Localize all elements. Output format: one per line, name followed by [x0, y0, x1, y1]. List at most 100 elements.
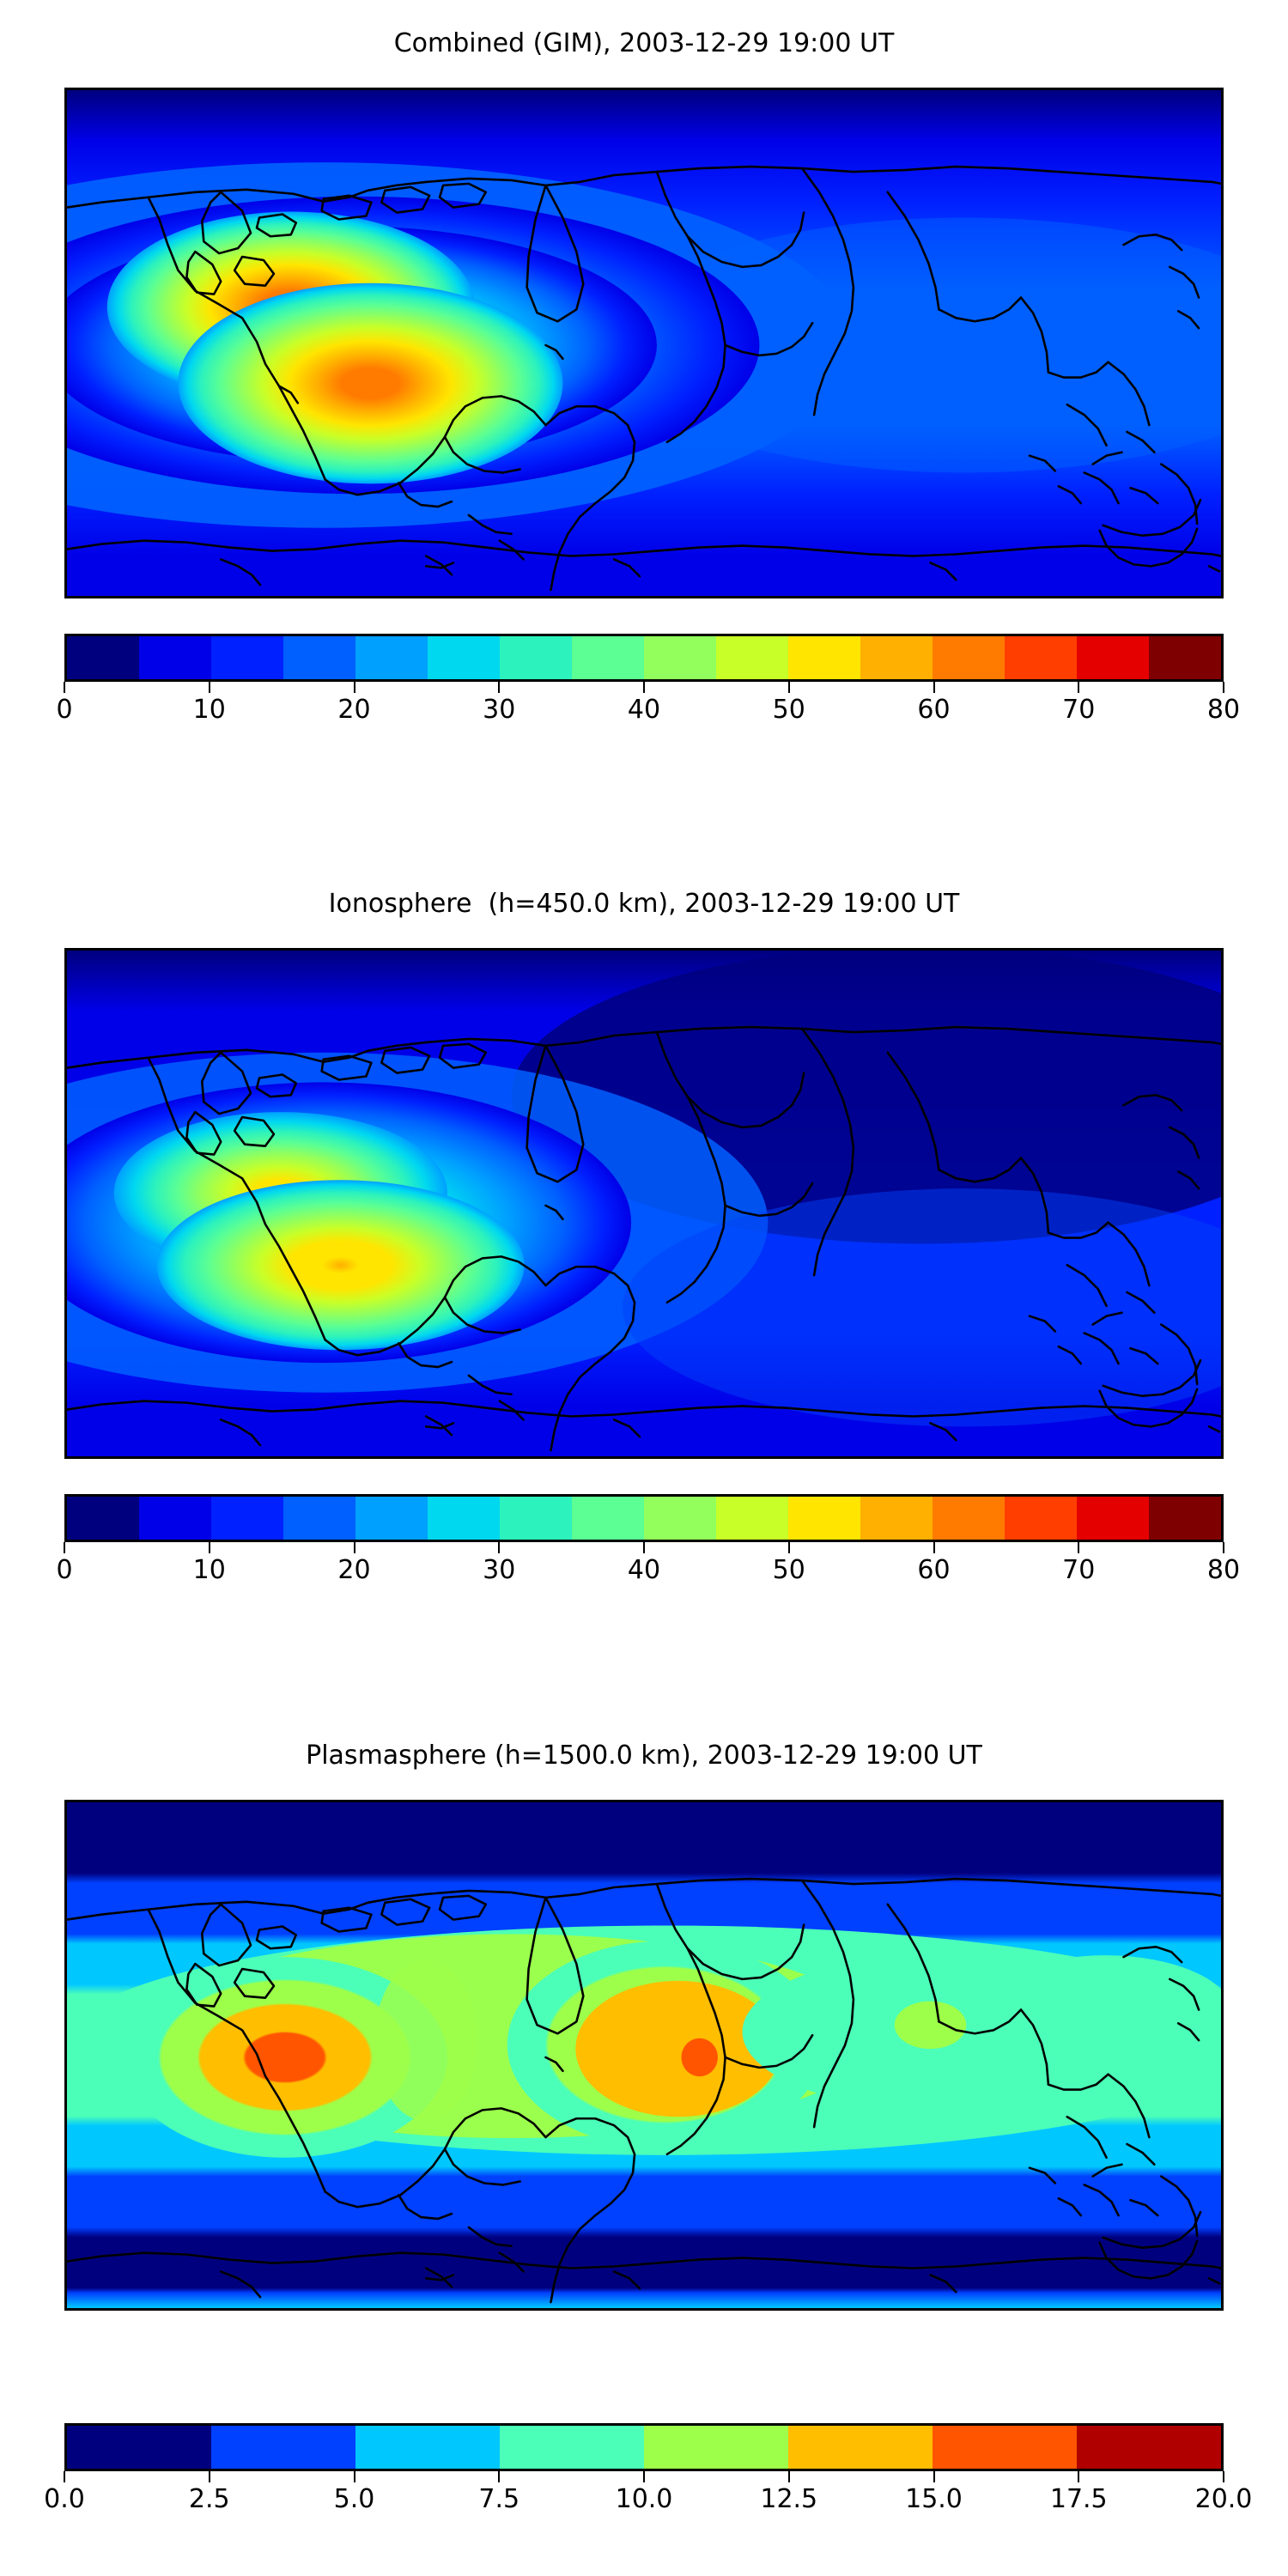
colorbar-band: [428, 1497, 500, 1540]
coastlines-combined: [67, 165, 1221, 592]
panel-title-ionosphere: Ionosphere (h=450.0 km), 2003-12-29 19:0…: [328, 889, 960, 919]
colorbar-band: [283, 1497, 355, 1540]
colorbar-band: [644, 2426, 788, 2469]
colorbar-ticklabel: 80: [1206, 695, 1241, 725]
colorbar-band: [788, 636, 860, 679]
colorbar-tickmark: [353, 682, 355, 693]
map-plasmasphere: [64, 1800, 1224, 2311]
map-canvas-ionosphere: [67, 951, 1221, 1456]
colorbar-tickmark: [933, 682, 935, 693]
colorbar-ticklabel: 80: [1206, 1555, 1241, 1585]
map-combined-gim: [64, 88, 1224, 598]
colorbar-tickmark: [1223, 2471, 1224, 2482]
colorbar-ticklabel: 70: [1062, 1555, 1096, 1585]
colorbar-band: [933, 2426, 1077, 2469]
colorbar-ticklabel: 7.5: [478, 2484, 520, 2514]
colorbar-tickmark: [787, 682, 790, 693]
colorbar-tickmark: [64, 2471, 65, 2482]
colorbar-band: [860, 1497, 933, 1540]
colorbar-ticklabel: 60: [917, 695, 951, 725]
colorbar-ticklabel: 50: [772, 695, 805, 725]
colorbar-tickmark: [787, 1542, 790, 1553]
colorbar-band: [1005, 1497, 1077, 1540]
colorbar-tickmark: [208, 682, 210, 693]
colorbar-combined: [64, 634, 1224, 682]
colorbar-tickmark: [643, 2471, 645, 2482]
colorbar-band: [644, 636, 716, 679]
colorbar-band: [67, 636, 139, 679]
colorbar-band: [933, 1497, 1005, 1540]
colorbar-band: [1077, 1497, 1149, 1540]
colorbar-ticklabel: 70: [1062, 695, 1096, 725]
colorbar-ticklabel: 0: [56, 695, 73, 725]
colorbar-tickmark: [498, 1542, 501, 1553]
colorbar-band: [933, 636, 1005, 679]
colorbar-ticklabel: 10.0: [615, 2484, 673, 2514]
colorbar-band: [355, 636, 428, 679]
colorbar-ticklabel: 10: [192, 1555, 226, 1585]
colorbar-tickmark: [787, 2471, 790, 2482]
colorbar-band: [355, 2426, 500, 2469]
colorbar-ticklabel: 12.5: [760, 2484, 818, 2514]
panel-title-combined: Combined (GIM), 2003-12-29 19:00 UT: [393, 28, 895, 58]
colorbar-ticklabel: 30: [483, 695, 516, 725]
map-ionosphere: [64, 948, 1224, 1459]
colorbar-bands-ionosphere: [64, 1494, 1224, 1542]
colorbar-band: [283, 636, 355, 679]
colorbar-ticklabel: 15.0: [905, 2484, 963, 2514]
colorbar-tickmark: [208, 2471, 210, 2482]
colorbar-ticklabel: 20.0: [1194, 2484, 1253, 2514]
colorbar-band: [788, 2426, 933, 2469]
colorbar-band: [500, 636, 572, 679]
colorbar-tickmark: [933, 2471, 935, 2482]
map-canvas-plasmasphere: [67, 1802, 1221, 2308]
colorbar-tickmark: [643, 682, 645, 693]
colorbar-tickmark: [353, 1542, 355, 1553]
colorbar-band: [139, 636, 211, 679]
colorbar-tickmark: [208, 1542, 210, 1553]
colorbar-ticklabel: 60: [917, 1555, 951, 1585]
colorbar-ticklabel: 2.5: [188, 2484, 230, 2514]
colorbar-ticklabel: 20: [337, 1555, 371, 1585]
colorbar-band: [1077, 2426, 1221, 2469]
colorbar-band: [572, 1497, 644, 1540]
colorbar-band: [67, 2426, 211, 2469]
panel-title-plasmasphere: Plasmasphere (h=1500.0 km), 2003-12-29 1…: [306, 1741, 982, 1771]
colorbar-band: [716, 636, 788, 679]
colorbar-band: [644, 1497, 716, 1540]
colorbar-ticklabel: 0: [56, 1555, 73, 1585]
colorbar-ticklabel: 10: [192, 695, 226, 725]
colorbar-band: [67, 1497, 139, 1540]
map-canvas-combined: [67, 90, 1221, 596]
colorbar-bands-combined: [64, 634, 1224, 682]
colorbar-ticklabel: 40: [627, 695, 661, 725]
colorbar-band: [211, 1497, 283, 1540]
colorbar-ticklabel: 40: [627, 1555, 661, 1585]
colorbar-band: [428, 636, 500, 679]
colorbar-ticklabel: 5.0: [333, 2484, 375, 2514]
colorbar-band: [211, 636, 283, 679]
colorbar-plasmasphere: [64, 2423, 1224, 2471]
colorbar-band: [572, 636, 644, 679]
colorbar-band: [788, 1497, 860, 1540]
colorbar-ticklabel: 0.0: [44, 2484, 85, 2514]
colorbar-band: [716, 1497, 788, 1540]
colorbar-tickmark: [498, 2471, 501, 2482]
colorbar-bands-plasmasphere: [64, 2423, 1224, 2471]
colorbar-ticklabel: 50: [772, 1555, 805, 1585]
colorbar-band: [355, 1497, 428, 1540]
coastlines-plasmasphere: [67, 1877, 1221, 2304]
colorbar-ionosphere: [64, 1494, 1224, 1542]
colorbar-tickmark: [1078, 1542, 1080, 1553]
colorbar-ticklabel: 30: [483, 1555, 516, 1585]
colorbar-tickmark: [1078, 682, 1080, 693]
colorbar-tickmark: [498, 682, 501, 693]
colorbar-band: [860, 636, 933, 679]
colorbar-band: [139, 1497, 211, 1540]
colorbar-tickmark: [933, 1542, 935, 1553]
colorbar-tickmark: [64, 1542, 65, 1553]
colorbar-tickmark: [1078, 2471, 1080, 2482]
colorbar-tickmark: [643, 1542, 645, 1553]
colorbar-tickmark: [353, 2471, 355, 2482]
